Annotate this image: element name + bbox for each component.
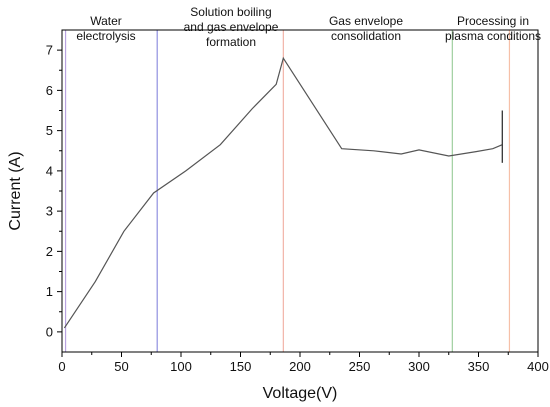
y-axis-ticks: 0 1 2 3 4 5 6 7 xyxy=(46,43,62,339)
x-tick-label: 50 xyxy=(114,359,128,374)
region-label-2: Gas envelope consolidation xyxy=(329,14,403,43)
region-label-line: formation xyxy=(206,35,256,49)
y-axis-title: Current (A) xyxy=(7,151,24,230)
region-label-0: Water electrolysis xyxy=(76,14,135,43)
x-tick-label: 0 xyxy=(58,359,65,374)
y-tick-label: 7 xyxy=(46,43,53,58)
region-labels: Water electrolysis Solution boiling and gas… xyxy=(76,5,541,49)
x-tick-label: 150 xyxy=(230,359,252,374)
region-label-line: Processing in xyxy=(457,14,529,28)
region-label-line: consolidation xyxy=(331,29,401,43)
region-label-line: Water xyxy=(90,14,122,28)
region-divider-lines xyxy=(64,30,511,352)
region-label-line: electrolysis xyxy=(76,29,135,43)
y-tick-label: 1 xyxy=(46,284,53,299)
y-tick-label: 3 xyxy=(46,204,53,219)
region-label-line: plasma conditions xyxy=(445,29,541,43)
y-tick-label: 4 xyxy=(46,163,53,178)
x-axis-title: Voltage(V) xyxy=(263,385,338,402)
y-tick-label: 6 xyxy=(46,83,53,98)
x-tick-label: 400 xyxy=(527,359,549,374)
plot-frame xyxy=(61,29,539,353)
x-tick-label: 300 xyxy=(408,359,430,374)
y-tick-label: 5 xyxy=(46,123,53,138)
y-tick-label: 2 xyxy=(46,244,53,259)
series-group xyxy=(63,56,503,329)
region-label-3: Processing in plasma conditions xyxy=(445,14,541,43)
axes xyxy=(61,29,539,353)
region-label-1: Solution boiling and gas envelope formatio… xyxy=(184,5,279,49)
x-tick-label: 200 xyxy=(289,359,311,374)
x-axis-ticks: 0 50 100 150 200 250 300 350 400 xyxy=(58,352,549,374)
x-tick-label: 250 xyxy=(349,359,371,374)
x-tick-label: 100 xyxy=(170,359,192,374)
y-tick-label: 0 xyxy=(46,324,53,339)
region-label-line: Solution boiling xyxy=(190,5,271,19)
region-label-line: and gas envelope xyxy=(184,20,279,34)
x-tick-label: 350 xyxy=(468,359,490,374)
region-label-line: Gas envelope xyxy=(329,14,403,28)
